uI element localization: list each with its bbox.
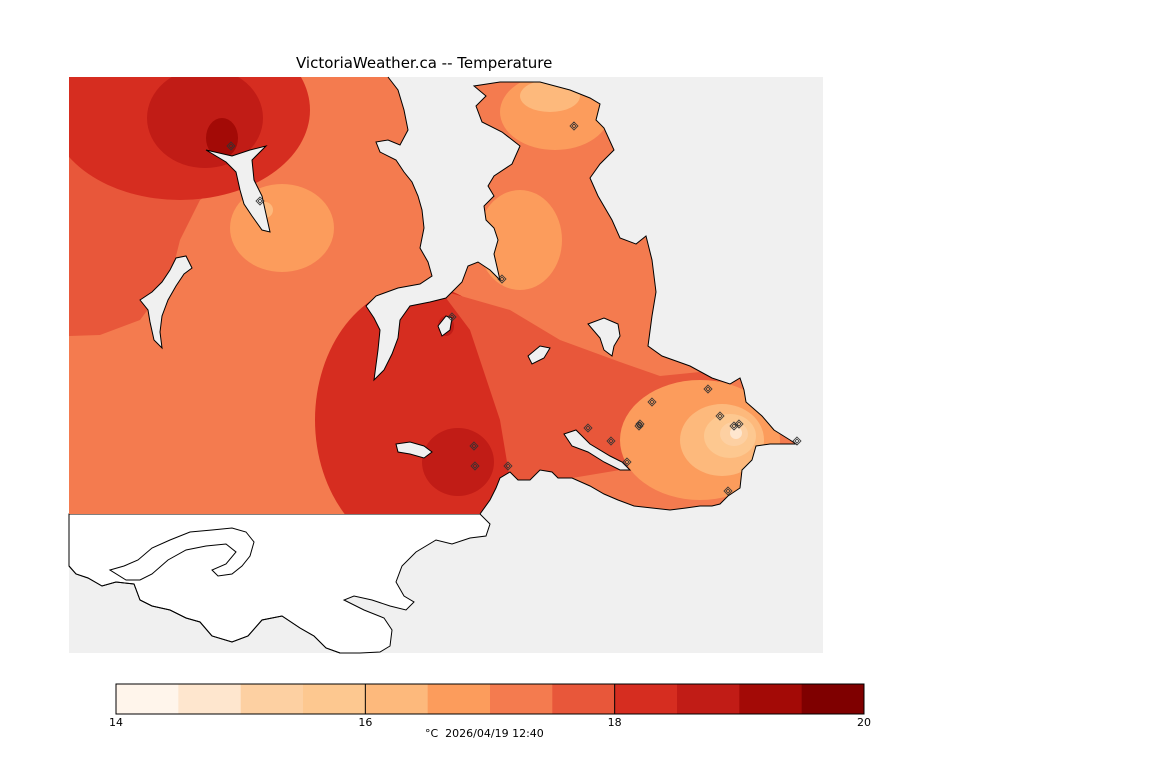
units-timestamp: °C 2026/04/19 12:40 <box>425 727 544 740</box>
south-coastline <box>68 565 341 654</box>
legend-swatch <box>552 684 616 714</box>
station-marker-icon[interactable] <box>447 312 457 322</box>
station-marker-icon[interactable] <box>470 461 480 471</box>
station-marker-icon[interactable] <box>734 419 744 429</box>
station-marker-icon[interactable] <box>703 384 713 394</box>
legend-swatch <box>178 684 242 714</box>
station-markers <box>226 121 802 496</box>
legend-swatch <box>614 684 678 714</box>
station-marker-icon[interactable] <box>622 457 632 467</box>
station-marker-icon[interactable] <box>635 419 645 429</box>
legend-swatch <box>801 684 865 714</box>
station-marker-icon[interactable] <box>255 196 265 206</box>
station-marker-icon[interactable] <box>583 423 593 433</box>
legend-swatch <box>490 684 553 714</box>
station-marker-icon[interactable] <box>497 274 507 284</box>
coastline <box>365 76 798 515</box>
peninsula-outline <box>108 527 255 581</box>
legend-swatch <box>427 684 491 714</box>
station-marker-icon[interactable] <box>723 486 733 496</box>
map-title: VictoriaWeather.ca -- Temperature <box>296 54 553 72</box>
legend-tick-label: 14 <box>109 716 123 729</box>
station-marker-icon[interactable] <box>729 421 739 431</box>
legend-frame <box>115 683 865 715</box>
lakes <box>139 145 632 471</box>
station-marker-icon[interactable] <box>715 411 725 421</box>
legend-swatch <box>739 684 803 714</box>
legend-tick-label: 20 <box>857 716 871 729</box>
station-marker-icon[interactable] <box>606 436 616 446</box>
legend-colorbar <box>115 684 865 714</box>
station-marker-icon[interactable] <box>503 461 513 471</box>
legend-tick-label: 18 <box>607 716 622 729</box>
station-marker-icon[interactable] <box>792 436 802 446</box>
legend-tick-label: 16 <box>358 716 373 729</box>
station-marker-icon[interactable] <box>226 141 236 151</box>
station-marker-icon[interactable] <box>569 121 579 131</box>
station-marker-icon[interactable] <box>469 441 479 451</box>
legend-swatch <box>677 684 740 714</box>
legend-swatch <box>116 684 179 714</box>
legend-swatch <box>240 684 304 714</box>
station-marker-icon[interactable] <box>634 421 644 431</box>
legend-swatch <box>303 684 366 714</box>
legend-swatch <box>365 684 429 714</box>
station-marker-icon[interactable] <box>647 397 657 407</box>
